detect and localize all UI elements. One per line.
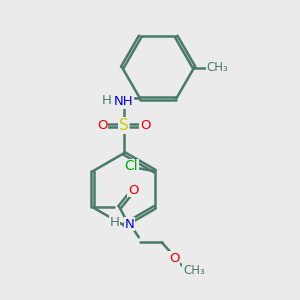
Text: O: O xyxy=(140,119,150,132)
Text: O: O xyxy=(169,252,179,265)
Text: S: S xyxy=(119,118,129,133)
Text: CH₃: CH₃ xyxy=(183,264,205,277)
Text: Cl: Cl xyxy=(124,159,138,173)
Text: N: N xyxy=(124,218,134,231)
Text: O: O xyxy=(128,184,139,197)
Text: O: O xyxy=(97,119,108,132)
Text: NH: NH xyxy=(114,95,134,108)
Text: H: H xyxy=(102,94,112,107)
Text: H: H xyxy=(109,216,119,229)
Text: CH₃: CH₃ xyxy=(206,61,228,74)
